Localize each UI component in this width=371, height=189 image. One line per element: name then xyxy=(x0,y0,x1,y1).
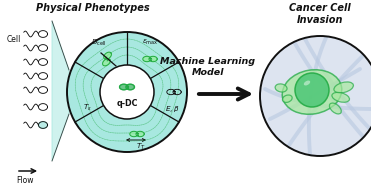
Polygon shape xyxy=(39,122,47,128)
Text: $E, \beta$: $E, \beta$ xyxy=(165,104,179,114)
Circle shape xyxy=(295,73,329,107)
Polygon shape xyxy=(52,21,69,161)
Text: Cancer Cell
Invasion: Cancer Cell Invasion xyxy=(289,3,351,25)
Ellipse shape xyxy=(282,95,292,102)
Text: Flow: Flow xyxy=(16,176,33,185)
Circle shape xyxy=(260,36,371,156)
Text: q-DC: q-DC xyxy=(116,99,138,108)
Text: $T_\varepsilon$: $T_\varepsilon$ xyxy=(82,103,92,113)
Polygon shape xyxy=(136,131,144,137)
Polygon shape xyxy=(126,84,134,90)
Ellipse shape xyxy=(329,103,341,114)
Ellipse shape xyxy=(275,84,287,92)
Circle shape xyxy=(100,65,154,119)
Ellipse shape xyxy=(332,92,349,102)
Circle shape xyxy=(67,32,187,152)
Text: $D_\mathrm{cell}$: $D_\mathrm{cell}$ xyxy=(91,38,107,48)
Text: Physical Phenotypes: Physical Phenotypes xyxy=(36,3,150,13)
Ellipse shape xyxy=(334,82,354,93)
Ellipse shape xyxy=(282,70,342,114)
Text: Cell: Cell xyxy=(7,36,22,44)
Text: $T_T$: $T_T$ xyxy=(136,142,146,152)
Polygon shape xyxy=(104,52,111,59)
Text: $\epsilon_\mathrm{max}$: $\epsilon_\mathrm{max}$ xyxy=(142,37,158,47)
Polygon shape xyxy=(143,56,151,62)
Text: Machine Learning
Model: Machine Learning Model xyxy=(161,57,256,77)
Polygon shape xyxy=(149,56,157,62)
Ellipse shape xyxy=(304,81,310,85)
Polygon shape xyxy=(119,84,128,90)
Polygon shape xyxy=(130,131,138,137)
Polygon shape xyxy=(103,59,110,66)
